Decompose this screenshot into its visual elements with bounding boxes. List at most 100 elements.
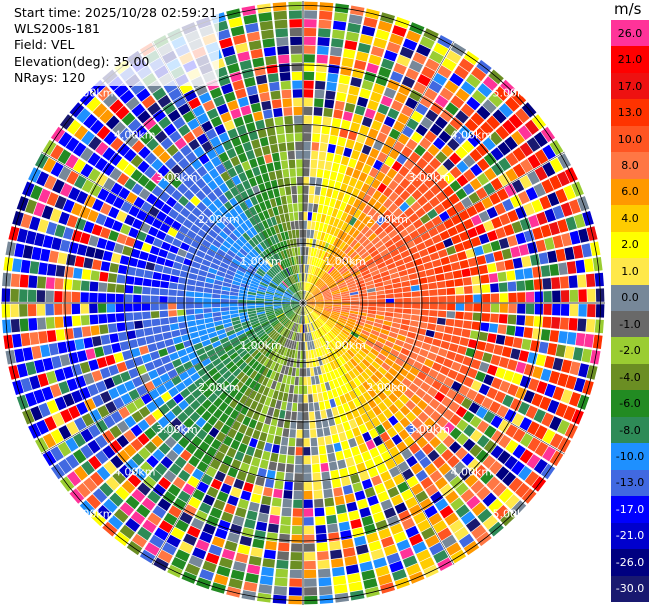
ppi-gate (303, 412, 309, 421)
ppi-gate (361, 358, 371, 368)
ppi-gate (348, 14, 363, 25)
ppi-gate (425, 484, 439, 497)
ppi-gate (385, 303, 394, 308)
ppi-gate (327, 319, 336, 326)
ppi-gate (397, 353, 408, 362)
ppi-gate (469, 266, 480, 276)
ppi-gate (506, 270, 516, 281)
ppi-gate (557, 373, 569, 387)
ppi-gate (380, 470, 392, 482)
ppi-gate (450, 95, 465, 109)
ppi-gate (312, 358, 317, 367)
ppi-gate (158, 520, 173, 534)
ppi-gate (231, 420, 241, 431)
ppi-gate (318, 282, 325, 289)
ppi-gate (303, 194, 309, 203)
ppi-gate (337, 405, 345, 415)
ppi-gate (489, 131, 503, 146)
ppi-gate (196, 394, 207, 405)
ppi-gate (469, 415, 482, 428)
ppi-gate (564, 345, 575, 360)
ppi-gate (76, 190, 89, 205)
ppi-gate (125, 321, 135, 331)
ppi-gate (264, 301, 273, 303)
ppi-gate (405, 423, 417, 435)
ppi-gate (361, 269, 370, 277)
ppi-gate (444, 469, 458, 483)
ppi-gate (239, 212, 248, 222)
ppi-gate (412, 541, 427, 554)
ppi-gate (340, 311, 350, 315)
ppi-gate (221, 46, 236, 58)
ppi-gate (318, 28, 331, 38)
ppi-gate (313, 257, 318, 266)
ppi-gate (387, 108, 400, 120)
ppi-gate (296, 168, 303, 177)
ppi-gate (131, 533, 148, 548)
ppi-gate (144, 180, 157, 192)
ppi-gate (168, 296, 177, 303)
ppi-gate (304, 306, 309, 315)
ppi-gate (405, 68, 419, 81)
ppi-gate (468, 402, 481, 414)
ppi-gate (224, 503, 236, 515)
ppi-gate (105, 354, 116, 366)
ppi-gate (273, 408, 280, 418)
ppi-gate (299, 291, 302, 300)
ppi-gate (555, 344, 566, 358)
ppi-gate (149, 350, 160, 361)
ppi-gate (279, 315, 287, 322)
ppi-gate (497, 141, 511, 156)
ppi-gate (194, 303, 203, 309)
ppi-gate (367, 288, 376, 293)
ppi-gate (143, 270, 154, 279)
ppi-gate (337, 319, 347, 325)
ppi-gate (326, 224, 333, 234)
ppi-gate (248, 501, 260, 512)
ppi-gate (572, 245, 584, 259)
colorbar-segment: -17.0 (611, 496, 649, 523)
ppi-gate (405, 411, 417, 423)
ppi-gate (322, 116, 332, 126)
ppi-gate (202, 173, 213, 184)
ppi-gate (315, 348, 321, 357)
ppi-gate (251, 236, 260, 246)
ppi-gate (380, 328, 390, 336)
ppi-gate (269, 198, 277, 208)
ppi-gate (313, 115, 322, 125)
ppi-gate (238, 172, 248, 182)
ppi-gate (484, 253, 495, 264)
ppi-gate (386, 262, 396, 270)
ppi-gate (460, 511, 476, 525)
ppi-gate (226, 249, 236, 258)
ppi-gate (362, 391, 372, 402)
ppi-gate (299, 238, 303, 247)
ppi-gate (359, 34, 374, 45)
ppi-gate (138, 406, 151, 418)
ppi-gate (284, 213, 290, 222)
ppi-gate (289, 313, 296, 320)
ppi-gate (344, 214, 353, 224)
ppi-gate (300, 291, 303, 300)
ppi-gate (390, 348, 400, 357)
ppi-gate (487, 230, 498, 242)
ppi-gate (330, 469, 340, 480)
ppi-gate (235, 358, 245, 368)
ppi-gate (440, 256, 450, 266)
ppi-gate (347, 130, 358, 141)
ppi-gate (303, 291, 306, 300)
ppi-gate (33, 202, 46, 217)
ppi-gate (383, 507, 397, 519)
ppi-gate (511, 179, 525, 193)
ppi-gate (282, 297, 291, 301)
ppi-gate (77, 350, 88, 362)
ppi-gate (290, 301, 299, 303)
ppi-gate (307, 274, 311, 283)
ppi-gate (314, 308, 323, 313)
ppi-gate (286, 258, 291, 267)
ppi-gate (415, 490, 429, 503)
ppi-gate (347, 318, 357, 323)
ppi-gate (450, 335, 461, 345)
ppi-gate (335, 277, 344, 284)
ppi-gate (344, 102, 356, 113)
